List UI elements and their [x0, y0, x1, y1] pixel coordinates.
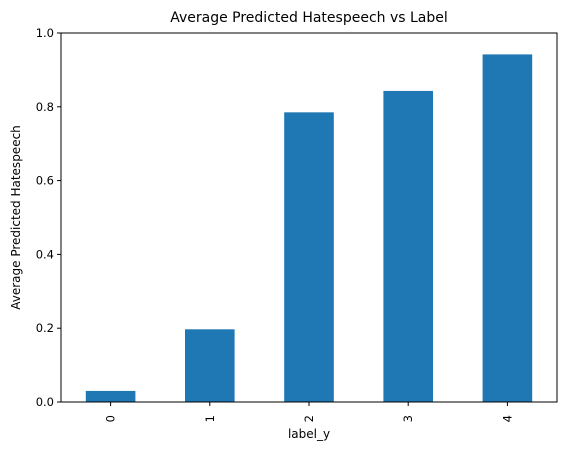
y-tick-label: 0.2 — [36, 321, 54, 335]
y-tick-label: 0.4 — [36, 247, 54, 261]
y-tick-label: 0.8 — [36, 100, 54, 114]
bars-group — [85, 54, 533, 403]
x-tick-label: 2 — [302, 415, 316, 422]
y-axis: 0.0 0.2 0.4 0.6 0.8 1.0 — [36, 26, 61, 409]
chart-title: Average Predicted Hatespeech vs Label — [170, 10, 448, 26]
bar-3 — [383, 90, 433, 403]
x-tick-label: 4 — [500, 415, 514, 422]
bar-0 — [85, 390, 136, 402]
x-tick-label: 0 — [104, 415, 118, 422]
bar-2 — [284, 112, 334, 403]
x-tick-label: 3 — [401, 415, 415, 422]
x-axis-label: label_y — [288, 427, 330, 441]
x-axis: 0 1 2 3 4 — [104, 402, 514, 422]
y-tick-label: 0.0 — [36, 395, 54, 409]
bar-4 — [482, 54, 533, 402]
x-tick-label: 1 — [203, 415, 217, 422]
y-tick-label: 0.6 — [36, 174, 54, 188]
y-axis-label: Average Predicted Hatespeech — [9, 125, 23, 310]
bar-1 — [185, 329, 235, 402]
y-tick-label: 1.0 — [36, 26, 54, 40]
